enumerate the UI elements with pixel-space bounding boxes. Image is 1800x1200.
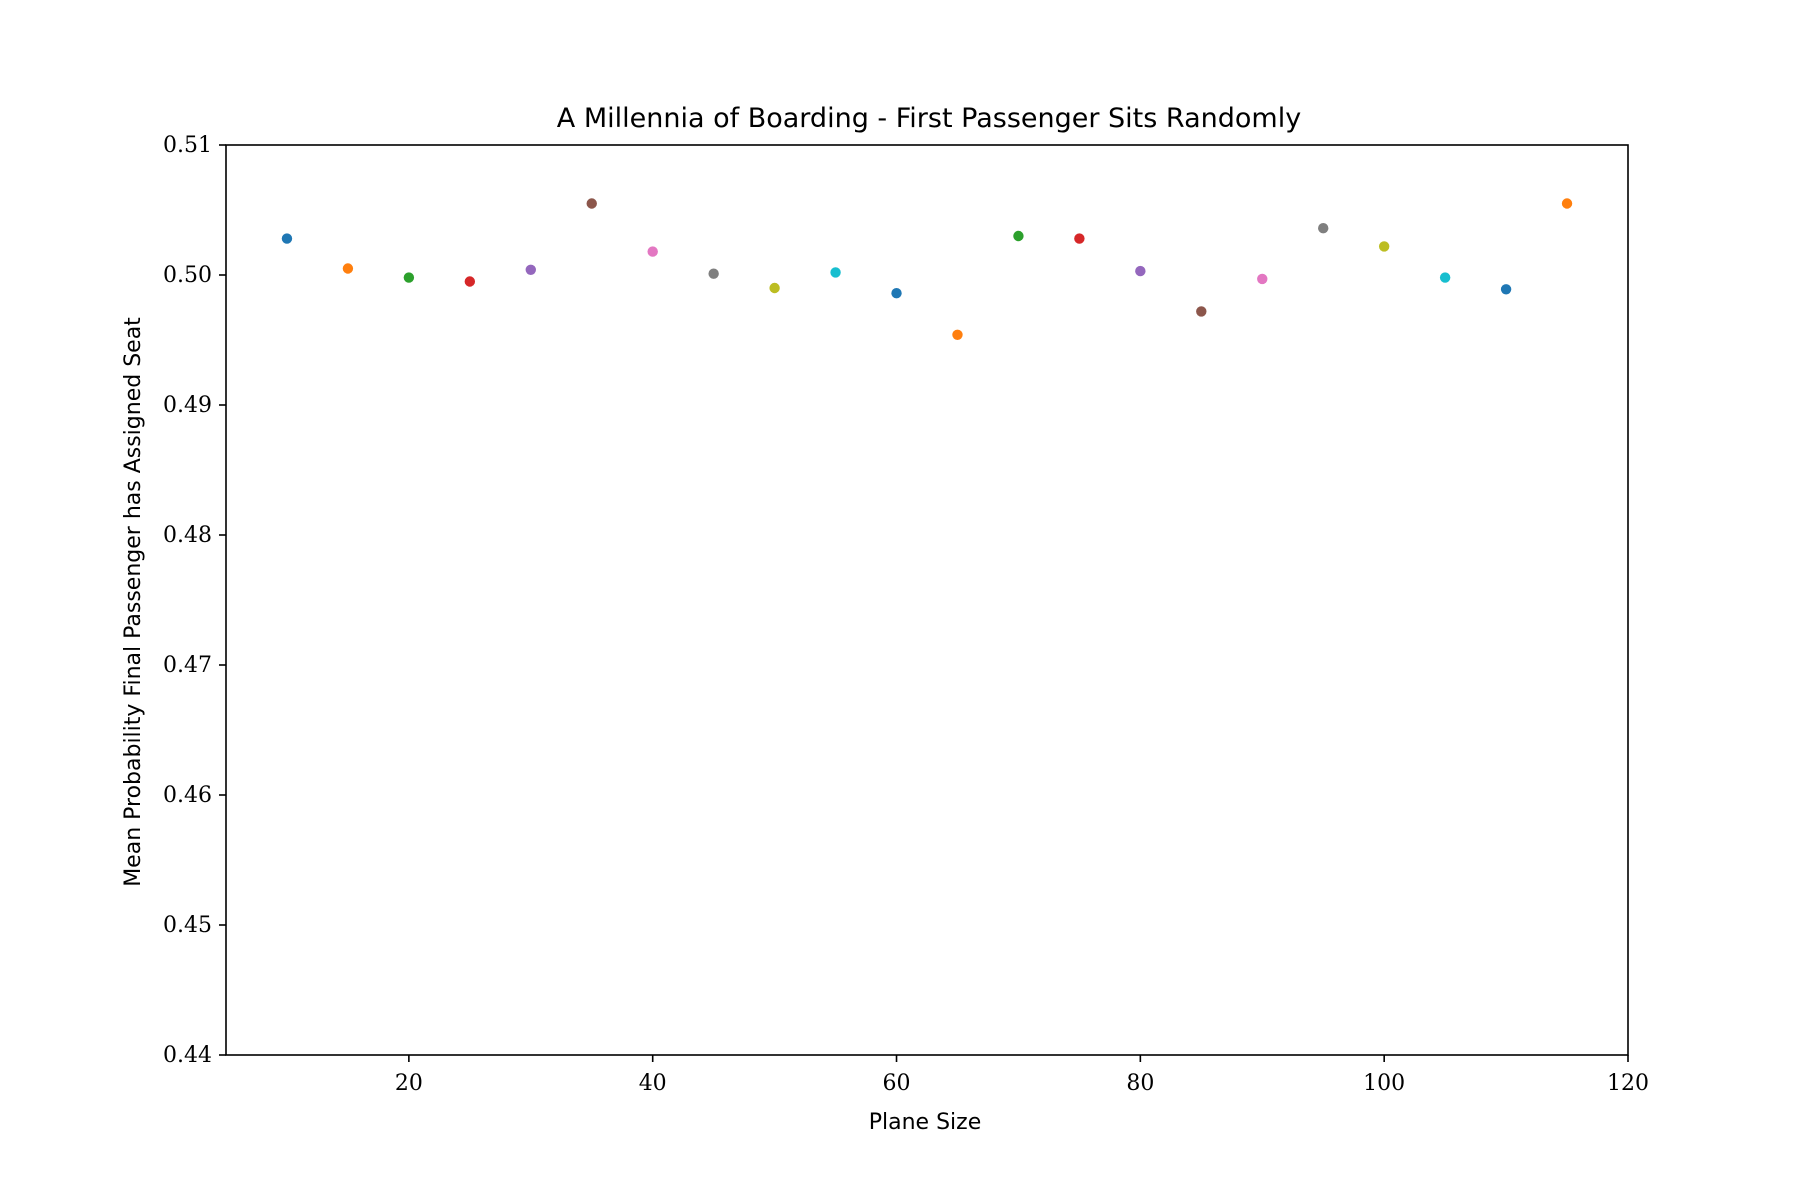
data-points: [281, 198, 1573, 340]
data-point: [891, 288, 902, 299]
y-tick-label: 0.44: [163, 1043, 212, 1068]
data-point: [281, 233, 293, 244]
data-point: [1013, 230, 1024, 242]
data-point: [708, 268, 719, 279]
x-tick-label: 40: [639, 1071, 667, 1096]
y-tick-label: 0.48: [163, 523, 212, 548]
y-tick-label: 0.45: [163, 913, 212, 938]
y-tick-label: 0.46: [163, 783, 212, 808]
data-point: [464, 276, 476, 287]
y-tick-label: 0.47: [163, 653, 212, 678]
data-point: [769, 282, 780, 294]
plot-frame: [225, 144, 1629, 1056]
data-point: [403, 272, 415, 283]
x-tick-label: 100: [1363, 1071, 1405, 1096]
data-point: [1439, 272, 1451, 283]
data-point: [525, 264, 536, 275]
x-tick-label: 20: [395, 1071, 423, 1096]
x-tick-label: 80: [1126, 1071, 1154, 1096]
y-tick-label: 0.50: [163, 263, 212, 288]
x-tick-label: 120: [1607, 1071, 1649, 1096]
data-point: [1135, 265, 1146, 277]
data-point: [1561, 198, 1573, 209]
data-point: [1257, 273, 1268, 285]
data-point: [1500, 284, 1512, 295]
data-point: [586, 198, 597, 209]
data-point: [1074, 233, 1085, 244]
y-tick-label: 0.51: [163, 133, 212, 158]
data-point: [342, 263, 354, 274]
y-axis-label: Mean Probability Final Passenger has Ass…: [121, 317, 146, 887]
chart-title: A Millennia of Boarding - First Passenge…: [557, 103, 1301, 134]
x-axis-label: Plane Size: [869, 1110, 982, 1135]
x-tick-label: 60: [883, 1071, 911, 1096]
data-point: [647, 246, 658, 257]
data-point: [830, 267, 841, 278]
data-point: [1318, 223, 1329, 234]
data-point: [952, 329, 963, 340]
y-tick-label: 0.49: [163, 393, 212, 418]
data-point: [1378, 241, 1390, 252]
data-point: [1196, 306, 1207, 317]
axes: 20 40 60 80 100 120 0.44 0.45 0.46 0.47 0.48 0.49 0.…: [163, 133, 1649, 1096]
